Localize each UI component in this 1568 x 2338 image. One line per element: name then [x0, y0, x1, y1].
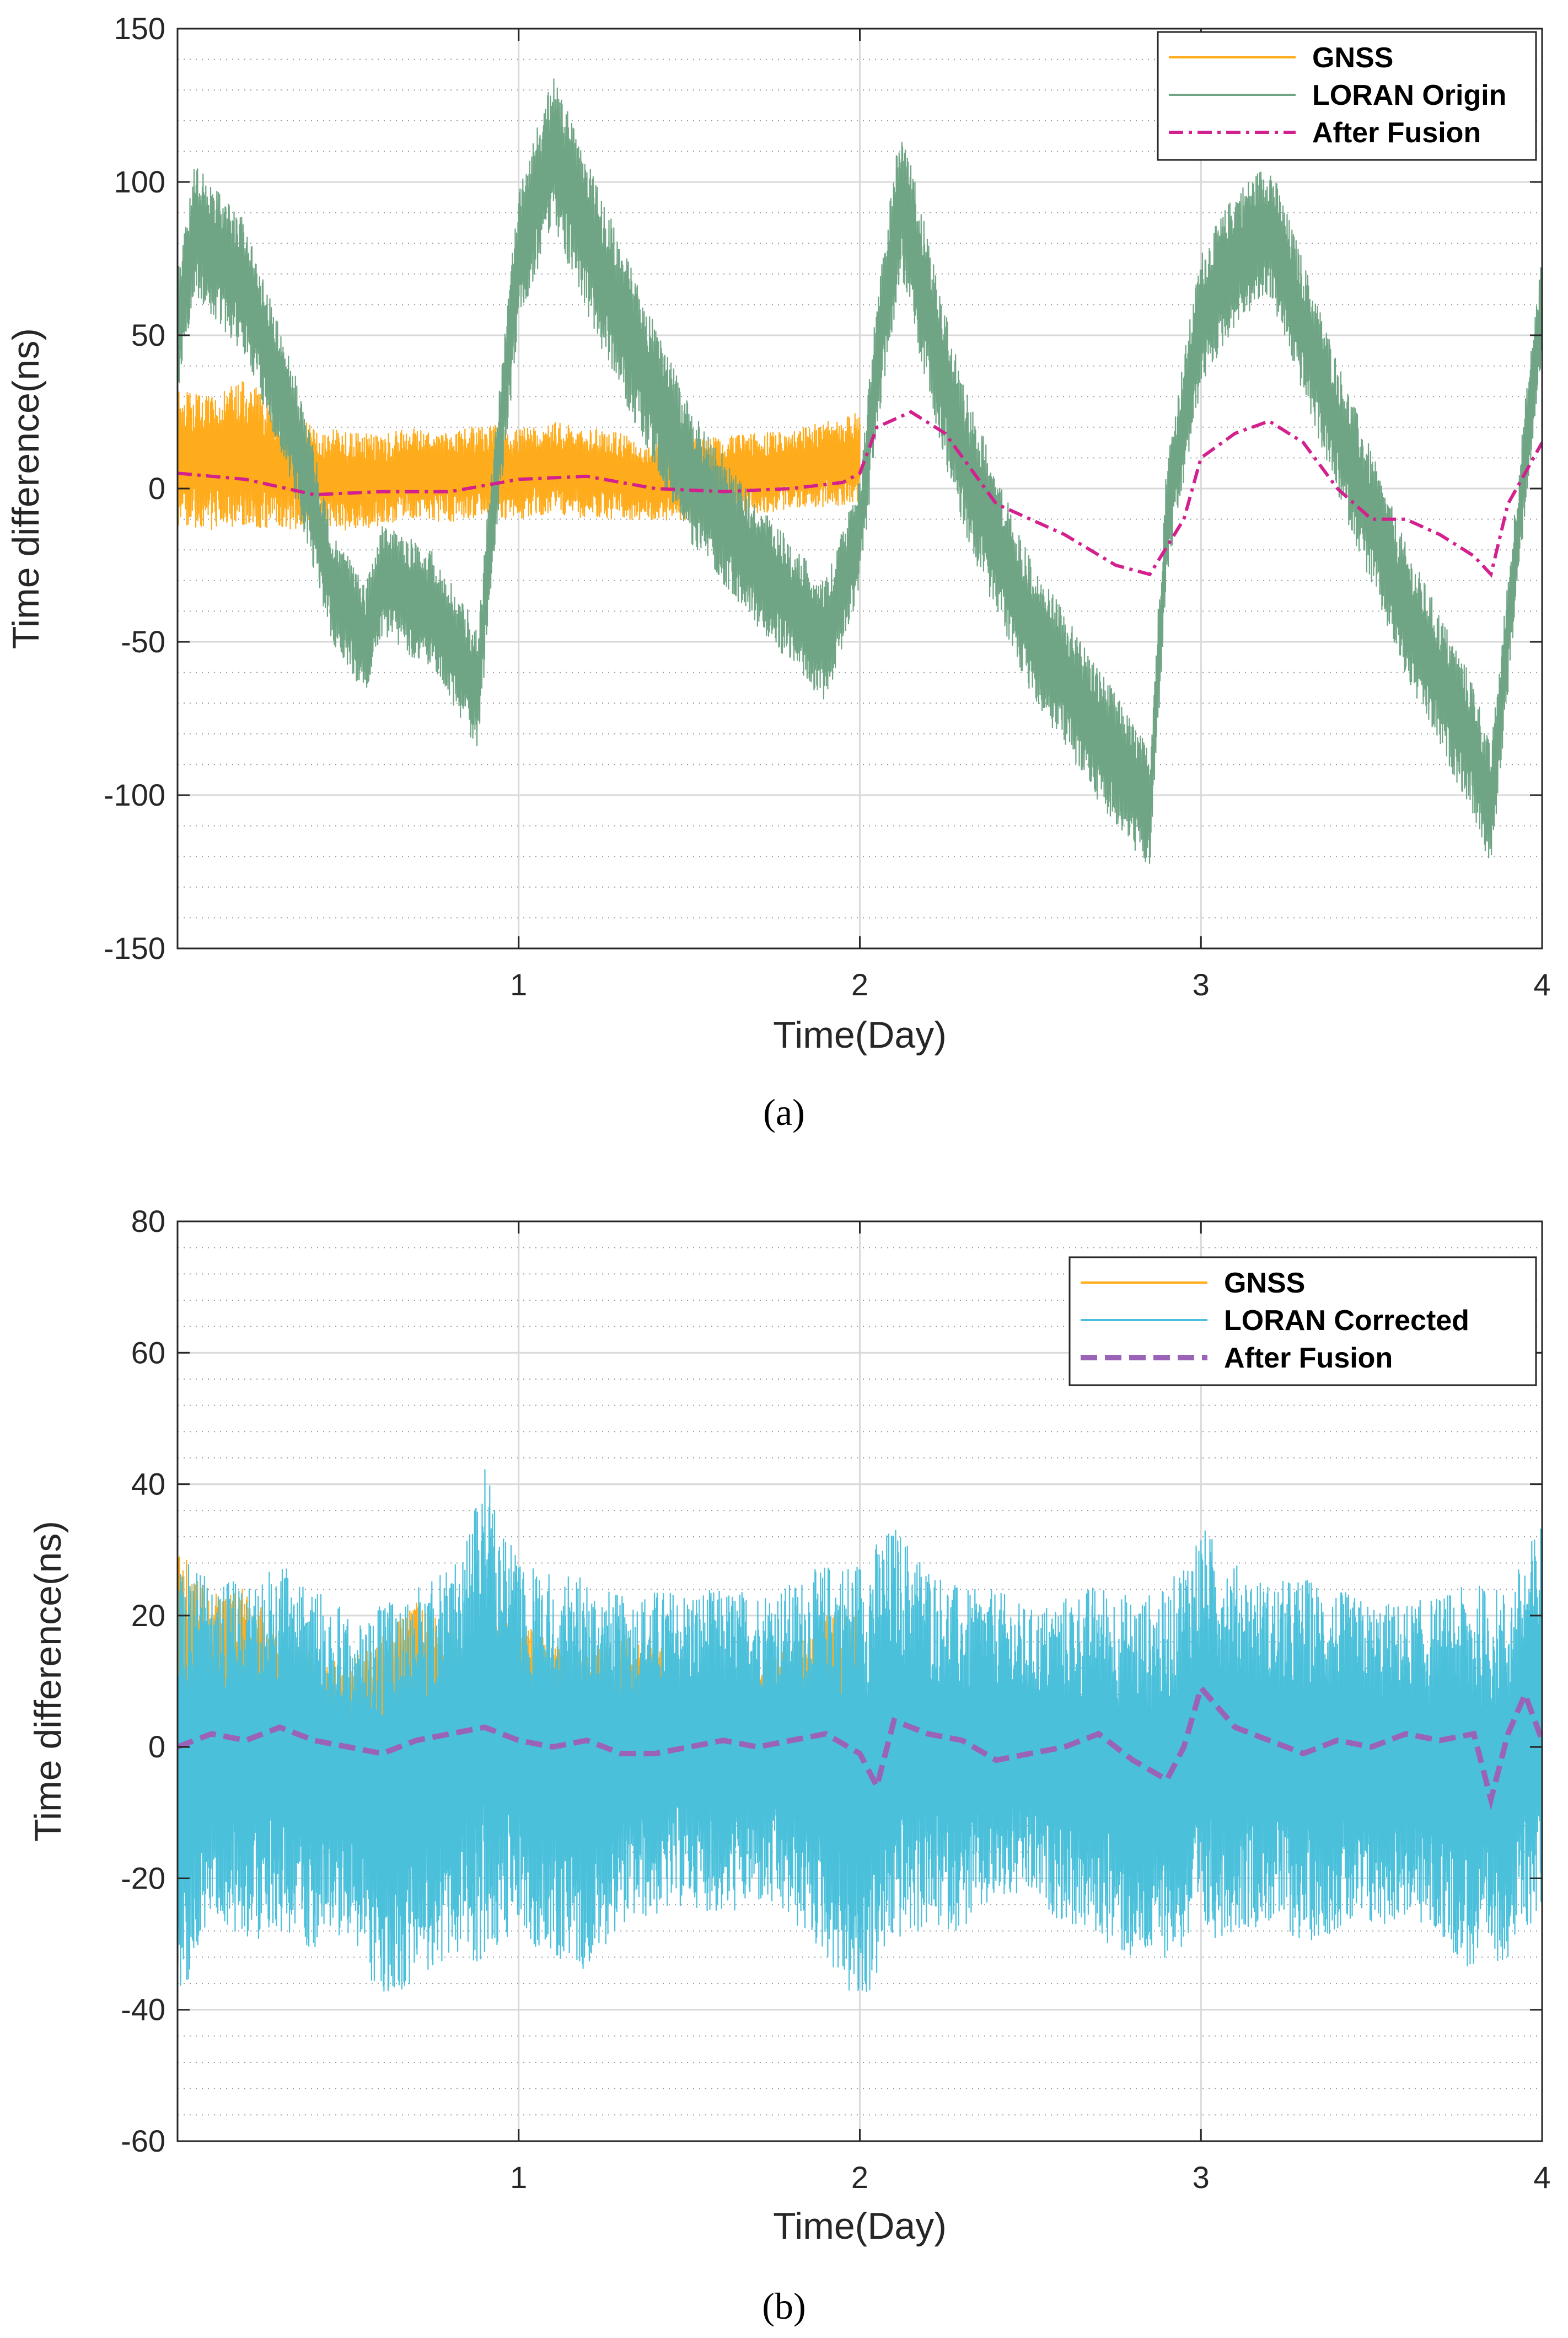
legend-label: After Fusion	[1312, 117, 1481, 149]
series-group	[178, 1469, 1542, 1992]
x-axis-title: Time(Day)	[773, 1014, 947, 1056]
legend-label: LORAN Origin	[1312, 79, 1506, 111]
y-tick-label: 150	[114, 11, 165, 46]
y-axis-title: Time difference(ns)	[5, 328, 47, 649]
series-line-after-fusion	[178, 410, 1542, 578]
chart-panel-a: (a) -150 -100 -50 0 50 100 150 1 2 3 4 Time(Day) Tim…	[5, 11, 1551, 1133]
y-tick-label: 50	[131, 318, 165, 352]
y-tick-label: 100	[114, 164, 165, 199]
x-tick-label: 2	[851, 967, 868, 1002]
series-group	[178, 78, 1542, 865]
legend-label: LORAN Corrected	[1224, 1305, 1469, 1337]
chart-panel-b: (b) -60 -40 -20 0 20 40 60 80 1 2 3 4 Time(Day) Time …	[27, 1204, 1551, 2327]
y-tick-label: 0	[148, 471, 165, 506]
x-tick-label: 3	[1193, 2160, 1210, 2195]
x-tick-label: 1	[510, 2160, 527, 2195]
y-tick-label: -100	[104, 777, 165, 812]
y-tick-label: 40	[131, 1467, 165, 1502]
y-tick-label: -40	[121, 1992, 165, 2027]
x-tick-label: 3	[1193, 967, 1210, 1002]
y-tick-label: -50	[121, 624, 165, 659]
x-tick-label: 4	[1533, 967, 1550, 1002]
series-line-loran-origin	[178, 78, 1542, 865]
caption-a: (a)	[763, 1091, 804, 1133]
legend-label: GNSS	[1312, 42, 1393, 74]
x-tick-label: 4	[1533, 2160, 1550, 2195]
y-tick-label: 80	[131, 1204, 165, 1238]
y-tick-label: 60	[131, 1335, 165, 1370]
y-tick-label: 20	[131, 1598, 165, 1633]
y-tick-label: -150	[104, 931, 165, 966]
caption-b: (b)	[762, 2285, 806, 2327]
y-tick-label: -60	[121, 2123, 165, 2158]
legend: GNSS LORAN Corrected After Fusion	[1068, 1256, 1537, 1386]
y-tick-label: 0	[148, 1729, 165, 1764]
series-line-loran-corrected	[178, 1469, 1542, 1992]
y-tick-label: -20	[121, 1860, 165, 1895]
legend-label: After Fusion	[1224, 1342, 1393, 1374]
y-axis-title: Time difference(ns)	[27, 1521, 69, 1842]
legend: GNSS LORAN Origin After Fusion	[1157, 31, 1537, 161]
x-tick-label: 2	[851, 2160, 868, 2195]
x-axis-title: Time(Day)	[773, 2205, 947, 2247]
legend-label: GNSS	[1224, 1267, 1305, 1299]
x-tick-label: 1	[510, 967, 527, 1002]
series-line-after-fusion	[178, 1682, 1542, 1811]
